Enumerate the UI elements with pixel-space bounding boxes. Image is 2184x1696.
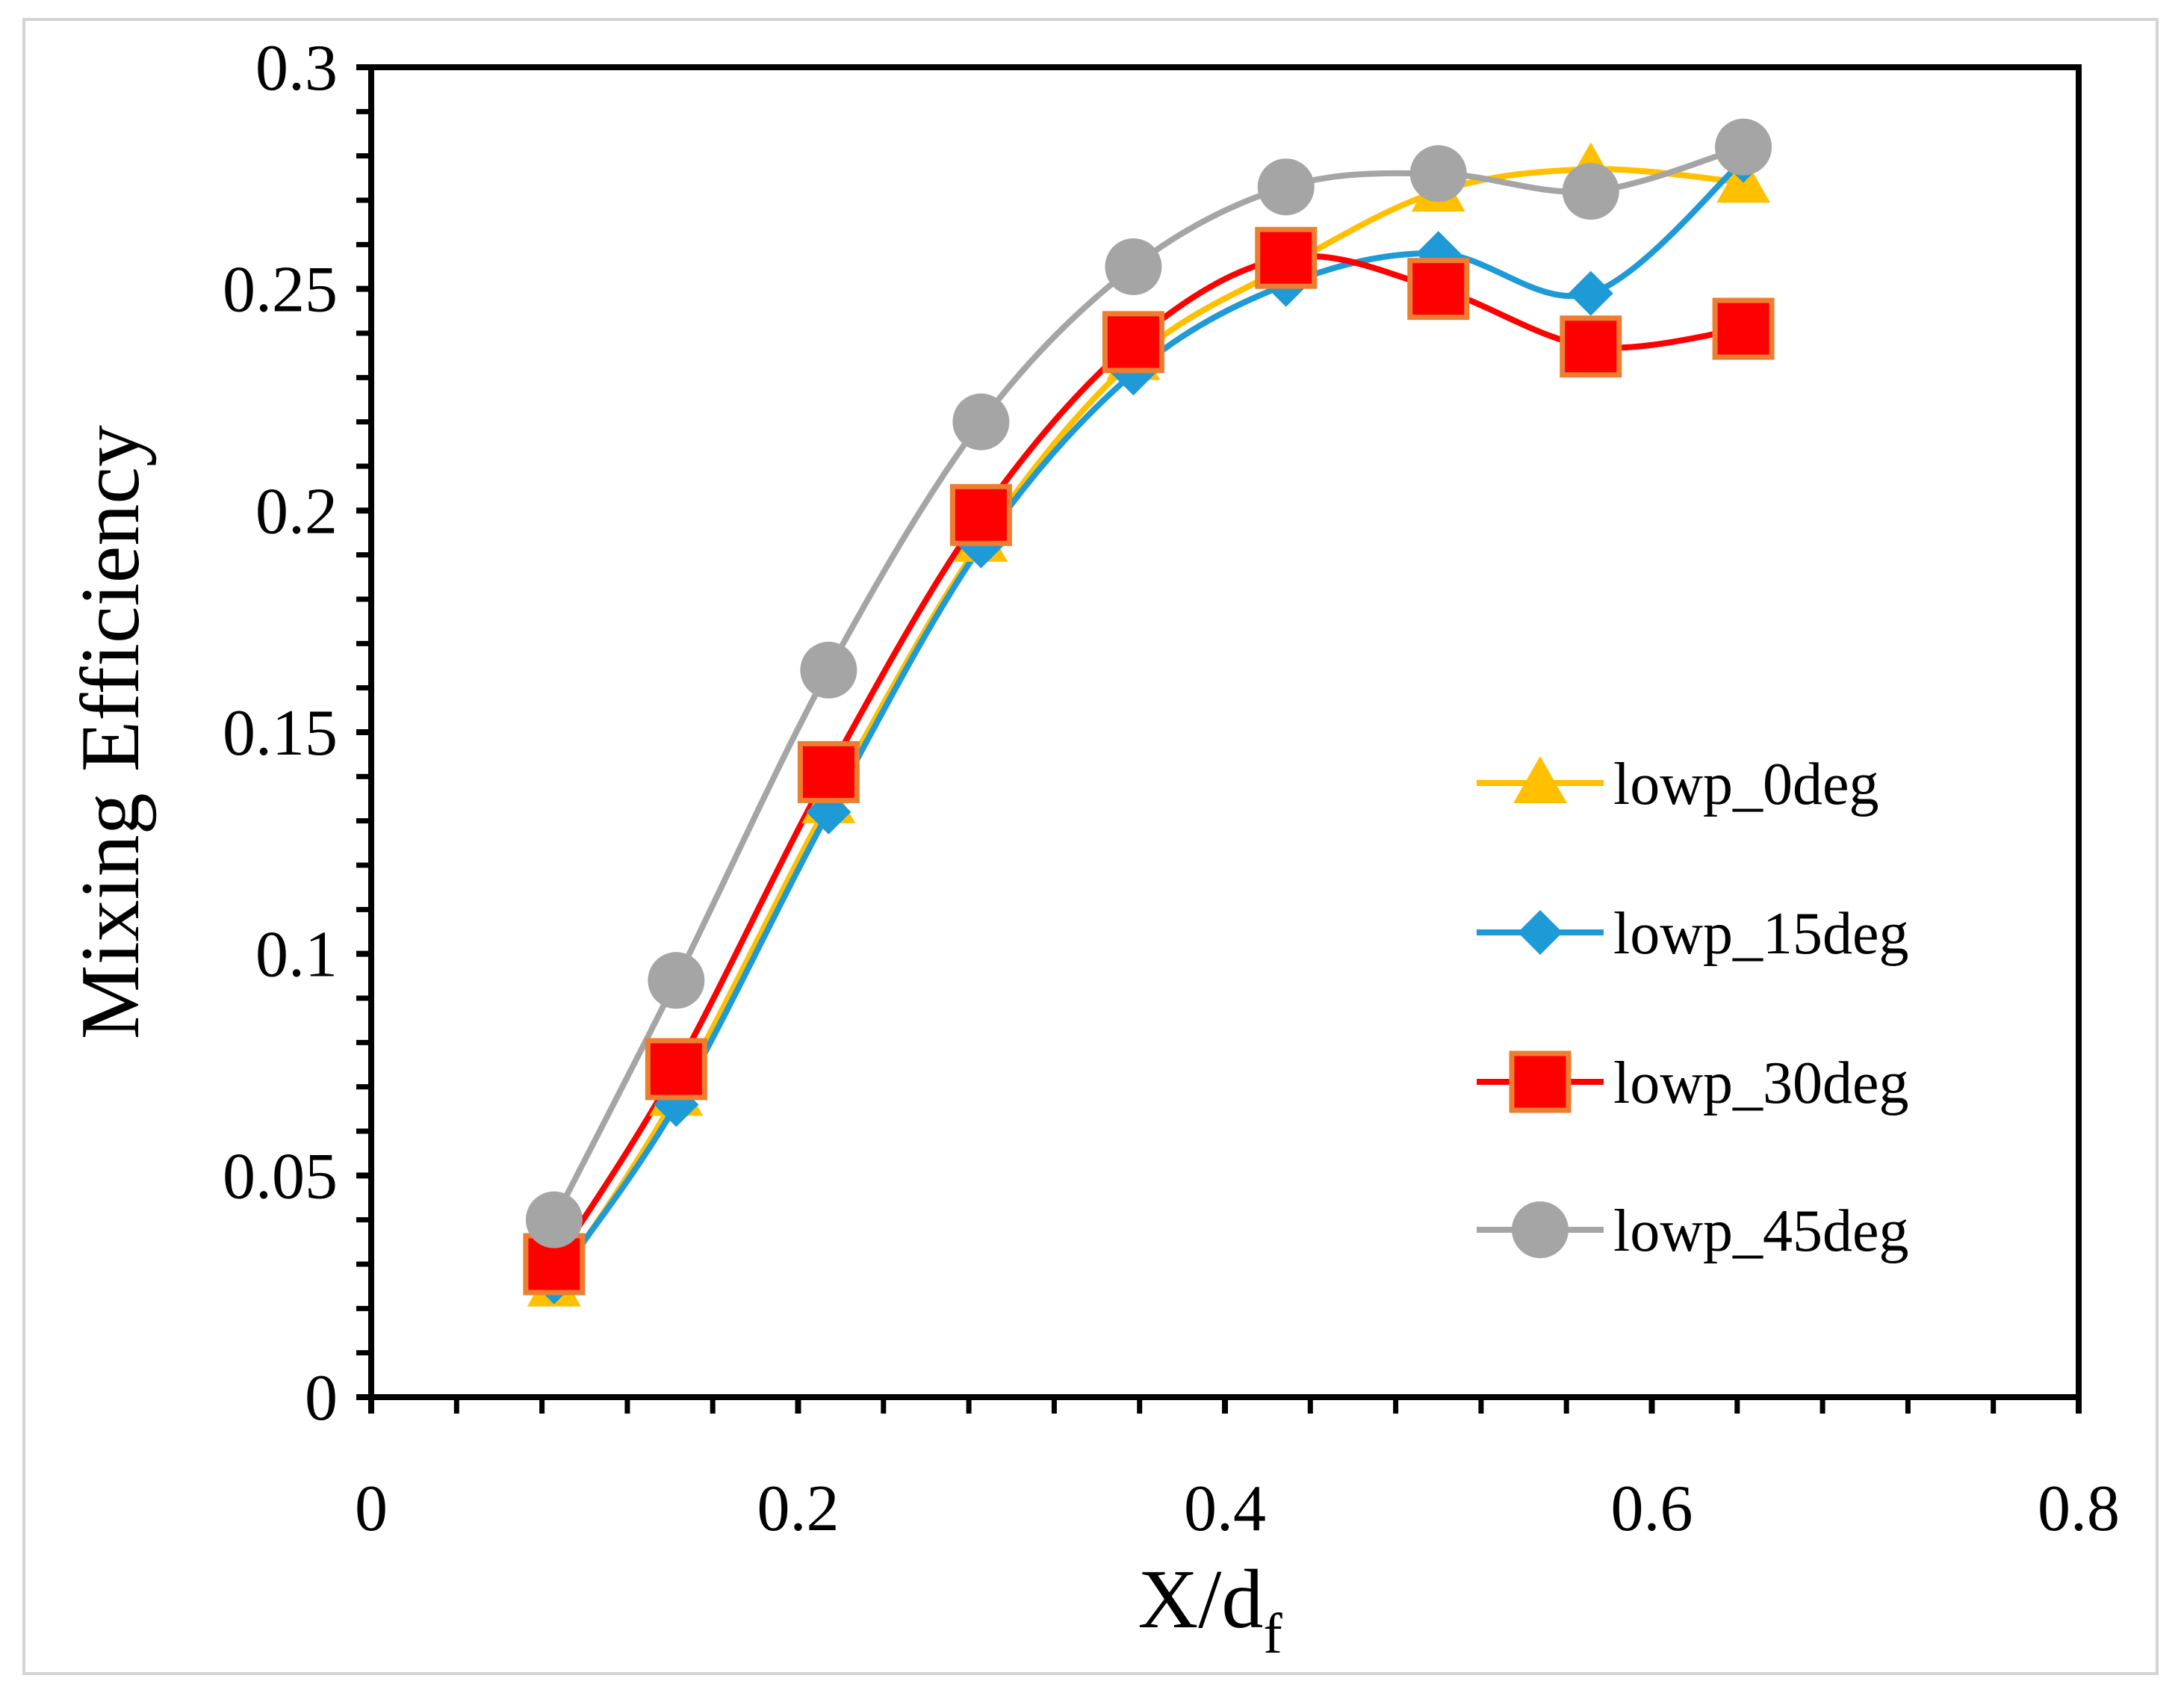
legend-label-lowp_15deg: lowp_15deg [1613, 901, 1909, 967]
data-point-lowp_45deg [800, 641, 857, 699]
legend-marker-lowp_30deg [1509, 1050, 1572, 1113]
legend-label-lowp_30deg: lowp_30deg [1613, 1050, 1909, 1116]
y-tick-label: 0.3 [255, 32, 338, 105]
series-layer [550, 143, 1747, 1290]
x-tick-label: 0.4 [1184, 1473, 1266, 1545]
x-axis-title: X/df [1138, 1553, 1282, 1665]
x-tick-labels: 0 0.2 0.4 0.6 0.8 [355, 1473, 2120, 1545]
data-point-lowp_45deg [1562, 163, 1619, 220]
legend-marker-lowp_15deg [1518, 910, 1563, 955]
y-axis-title: Mixing Efficiency [64, 425, 157, 1039]
data-point-lowp_45deg [952, 393, 1010, 451]
series-line-lowp_45deg [550, 143, 1747, 1223]
x-axis-title-subscript: f [1263, 1603, 1282, 1665]
y-tick-label: 0 [305, 1362, 338, 1435]
data-point-lowp_15deg [1568, 270, 1613, 316]
data-point-lowp_45deg [525, 1191, 583, 1248]
data-point-lowp_30deg [1712, 297, 1775, 360]
x-tick-label: 0.6 [1611, 1473, 1693, 1545]
legend-marker-lowp_45deg [1512, 1201, 1569, 1258]
x-tick-label: 0 [355, 1473, 388, 1545]
data-point-lowp_45deg [1409, 145, 1467, 202]
data-point-lowp_30deg [645, 1038, 707, 1101]
x-tick-label: 0.8 [2038, 1473, 2120, 1545]
data-point-lowp_30deg [1255, 226, 1318, 289]
data-point-lowp_45deg [648, 952, 705, 1009]
y-tick-label: 0.05 [223, 1140, 338, 1213]
y-tick-label: 0.1 [255, 919, 338, 991]
series-line-lowp_15deg [550, 157, 1747, 1285]
data-point-lowp_30deg [1102, 311, 1164, 374]
markers-layer [523, 118, 1775, 1307]
data-point-lowp_30deg [1560, 315, 1622, 378]
data-point-lowp_30deg [1407, 258, 1470, 321]
data-point-lowp_45deg [1105, 238, 1162, 295]
y-tick-labels: 0 0.05 0.1 0.15 0.2 0.25 0.3 [223, 32, 338, 1435]
legend-label-lowp_0deg: lowp_0deg [1613, 752, 1879, 817]
plot-area [368, 64, 2082, 1400]
legend-label-lowp_45deg: lowp_45deg [1613, 1198, 1909, 1264]
data-point-lowp_30deg [949, 483, 1012, 546]
data-point-lowp_45deg [1257, 158, 1315, 216]
y-tick-label: 0.25 [223, 254, 338, 326]
y-tick-label: 0.2 [255, 475, 338, 548]
series-line-lowp_30deg [550, 253, 1747, 1267]
data-point-lowp_30deg [797, 740, 860, 803]
legend: lowp_0deg lowp_15deg lowp_30deg lowp_45deg [1477, 752, 1909, 1264]
legend-marker-lowp_0deg [1513, 756, 1567, 803]
y-tick-label: 0.15 [223, 697, 338, 770]
series-line-lowp_0deg [550, 166, 1747, 1290]
x-axis-title-main: X/d [1138, 1553, 1263, 1646]
data-point-lowp_45deg [1715, 118, 1772, 176]
x-tick-label: 0.2 [757, 1473, 840, 1545]
